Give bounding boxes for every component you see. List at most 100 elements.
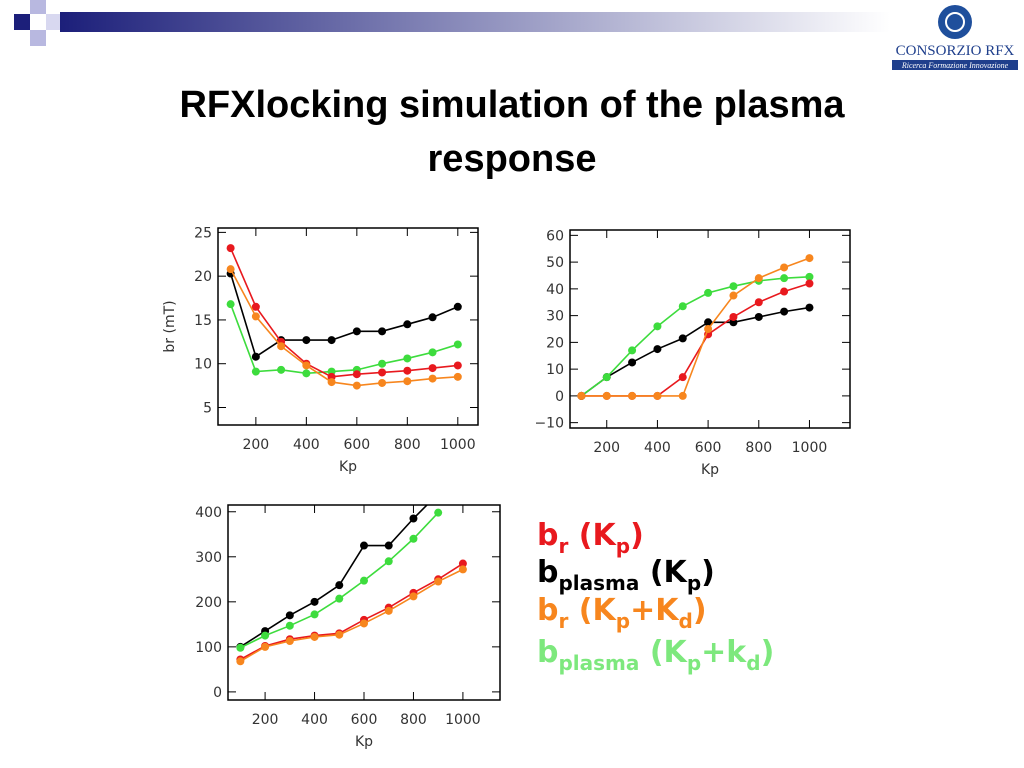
- data-point: [409, 534, 418, 543]
- data-point: [805, 303, 814, 312]
- series-line: [580, 276, 810, 397]
- x-tick-label: 200: [593, 440, 620, 456]
- data-point: [729, 312, 738, 321]
- data-point: [434, 577, 443, 586]
- x-tick-label: 800: [400, 712, 427, 728]
- data-point: [409, 514, 418, 523]
- y-tick-label: 400: [195, 505, 222, 521]
- data-point: [384, 557, 393, 566]
- series-line: [229, 268, 458, 387]
- series-line: [229, 273, 459, 358]
- data-point: [628, 358, 637, 367]
- y-tick-label: 200: [195, 595, 222, 611]
- data-point: [327, 378, 336, 387]
- legend-text: b: [537, 555, 558, 590]
- y-tick-label: 10: [194, 357, 212, 373]
- data-point: [335, 594, 344, 603]
- data-point: [251, 312, 260, 321]
- legend-subscript: p: [616, 534, 630, 558]
- y-tick-label: 30: [546, 309, 564, 325]
- legend-text: (K: [639, 555, 688, 590]
- data-point: [729, 282, 738, 291]
- data-point: [434, 490, 442, 498]
- legend-entry: br (Kp): [537, 518, 644, 558]
- data-point: [378, 359, 387, 368]
- y-tick-label: 15: [194, 313, 212, 329]
- legend-subscript: d: [678, 609, 692, 633]
- data-point: [754, 312, 763, 321]
- data-point: [378, 378, 387, 387]
- y-tick-label: 40: [546, 282, 564, 298]
- data-point: [704, 288, 713, 297]
- data-point: [453, 361, 462, 370]
- decoration: [14, 0, 890, 46]
- x-tick-label: 200: [252, 712, 279, 728]
- data-point: [653, 345, 662, 354]
- y-tick-label: 50: [546, 255, 564, 271]
- slide-title: RFXlocking simulation of the plasma resp…: [179, 84, 845, 180]
- data-point: [310, 597, 319, 606]
- data-point: [428, 364, 437, 373]
- data-point: [678, 334, 687, 343]
- x-tick-label: 400: [644, 440, 671, 456]
- data-point: [335, 630, 344, 639]
- data-point: [428, 313, 437, 322]
- legend-subscript: p: [616, 609, 630, 633]
- data-point: [453, 340, 462, 349]
- data-point: [805, 279, 814, 288]
- data-point: [458, 565, 467, 574]
- data-point: [704, 318, 713, 327]
- series-line: [229, 247, 458, 378]
- y-tick-label: 25: [194, 225, 212, 241]
- data-point: [628, 391, 637, 400]
- data-point: [428, 348, 437, 357]
- logo-name: CONSORZIO RFX: [896, 43, 1015, 59]
- data-point: [805, 254, 814, 263]
- x-tick-label: 800: [394, 437, 421, 453]
- plot-area: [577, 254, 814, 400]
- legend-text: (K: [568, 518, 617, 553]
- data-point: [602, 391, 611, 400]
- data-point: [403, 354, 412, 363]
- series-line: [581, 257, 810, 397]
- legend-text: b: [537, 635, 558, 670]
- data-point: [261, 631, 270, 640]
- x-tick-label: 600: [343, 437, 370, 453]
- legend-text: ): [630, 518, 644, 553]
- data-point: [310, 610, 319, 619]
- data-point: [780, 274, 789, 283]
- data-point: [360, 619, 368, 628]
- data-point: [327, 336, 336, 345]
- data-point: [678, 373, 687, 382]
- x-tick-label: 600: [351, 712, 378, 728]
- data-point: [378, 368, 387, 377]
- x-tick-label: 1000: [792, 440, 828, 456]
- y-tick-label: 60: [546, 228, 564, 244]
- legend-entry: br (Kp+Kd): [537, 593, 707, 633]
- data-point: [226, 300, 235, 309]
- legend-text: b: [537, 593, 558, 628]
- y-tick-label: 10: [546, 362, 564, 378]
- x-tick-label: 1000: [445, 712, 481, 728]
- x-tick-label: 1000: [440, 437, 476, 453]
- data-point: [754, 298, 763, 307]
- data-point: [360, 541, 368, 550]
- legend-text: ): [701, 555, 715, 590]
- legend-subscript: p: [687, 571, 701, 595]
- data-point: [226, 244, 235, 253]
- data-point: [261, 642, 270, 651]
- data-point: [285, 611, 294, 620]
- data-point: [653, 391, 662, 400]
- data-point: [310, 632, 319, 641]
- data-point: [403, 366, 412, 375]
- data-point: [453, 372, 462, 381]
- series-line: [239, 568, 464, 662]
- data-point: [226, 265, 235, 274]
- data-point: [335, 581, 344, 590]
- data-point: [628, 346, 637, 355]
- x-tick-label: 200: [242, 437, 269, 453]
- data-point: [277, 342, 286, 351]
- data-point: [602, 373, 611, 382]
- legend-subscript: p: [687, 651, 701, 675]
- legend-entry: bplasma (Kp+kd): [537, 635, 774, 675]
